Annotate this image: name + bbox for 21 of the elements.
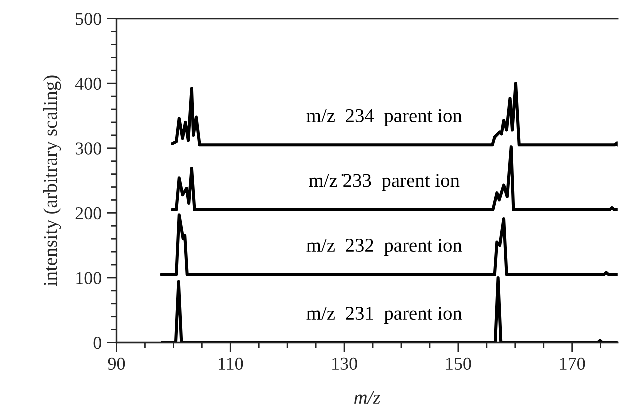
x-tick-label: 150 <box>446 358 472 370</box>
x-tick-label: 130 <box>332 358 358 370</box>
y-tick-label: 200 <box>76 207 102 220</box>
series-label: m/z 234 parent ion <box>306 109 462 126</box>
line-series <box>160 214 618 276</box>
series-label: m/z 231 parent ion <box>306 307 462 324</box>
line-series <box>160 276 618 343</box>
x-tick-label: 90 <box>108 358 126 370</box>
series-label: m/z 232 parent ion <box>306 238 462 256</box>
y-tick-label: 300 <box>76 142 102 155</box>
y-tick-label: 500 <box>76 13 102 26</box>
x-tick-label: 110 <box>219 358 244 370</box>
line-series <box>171 82 618 147</box>
y-tick-label: 100 <box>76 272 102 284</box>
series-label: m/z ̇233 parent ion <box>309 174 460 192</box>
line-series <box>171 146 618 212</box>
y-tick-label: 400 <box>75 78 102 90</box>
y-axis-title: intensity (arbitrary scaling) <box>44 76 62 286</box>
y-tick-label: 0 <box>94 337 102 350</box>
x-tick-label: 170 <box>560 358 586 370</box>
x-axis-title: m/z <box>354 391 381 404</box>
